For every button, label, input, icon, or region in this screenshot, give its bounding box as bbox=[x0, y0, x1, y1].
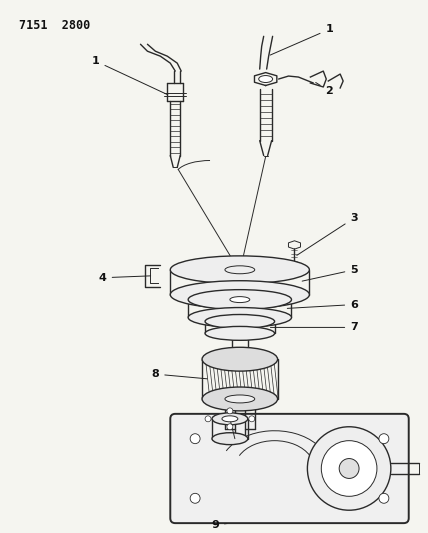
Circle shape bbox=[379, 494, 389, 503]
FancyBboxPatch shape bbox=[170, 414, 409, 523]
Ellipse shape bbox=[212, 433, 248, 445]
Circle shape bbox=[227, 408, 233, 414]
Circle shape bbox=[339, 458, 359, 479]
Circle shape bbox=[190, 434, 200, 443]
Text: 3: 3 bbox=[297, 213, 358, 255]
Ellipse shape bbox=[170, 256, 309, 284]
Ellipse shape bbox=[230, 296, 250, 303]
Text: 6: 6 bbox=[287, 300, 358, 310]
Ellipse shape bbox=[202, 348, 278, 371]
Circle shape bbox=[307, 427, 391, 510]
Text: 7: 7 bbox=[270, 322, 358, 333]
Ellipse shape bbox=[188, 289, 291, 310]
Text: 2: 2 bbox=[316, 83, 333, 96]
Text: 1: 1 bbox=[270, 25, 333, 55]
Text: 4: 4 bbox=[99, 273, 151, 282]
Ellipse shape bbox=[202, 387, 278, 411]
Circle shape bbox=[190, 494, 200, 503]
Text: 9: 9 bbox=[211, 520, 227, 530]
Circle shape bbox=[205, 416, 211, 422]
Text: 7151  2800: 7151 2800 bbox=[19, 19, 91, 33]
Ellipse shape bbox=[205, 326, 275, 341]
Ellipse shape bbox=[170, 281, 309, 309]
Ellipse shape bbox=[222, 416, 238, 422]
Ellipse shape bbox=[225, 266, 255, 274]
Ellipse shape bbox=[259, 76, 273, 83]
Text: 1: 1 bbox=[92, 56, 168, 95]
Circle shape bbox=[321, 441, 377, 496]
Ellipse shape bbox=[188, 308, 291, 327]
Ellipse shape bbox=[230, 267, 250, 273]
Text: 5: 5 bbox=[302, 265, 358, 281]
Circle shape bbox=[379, 434, 389, 443]
Text: 8: 8 bbox=[152, 369, 207, 379]
Ellipse shape bbox=[212, 413, 248, 425]
Ellipse shape bbox=[225, 395, 255, 403]
Circle shape bbox=[249, 416, 255, 422]
Circle shape bbox=[227, 424, 233, 430]
Ellipse shape bbox=[205, 314, 275, 328]
